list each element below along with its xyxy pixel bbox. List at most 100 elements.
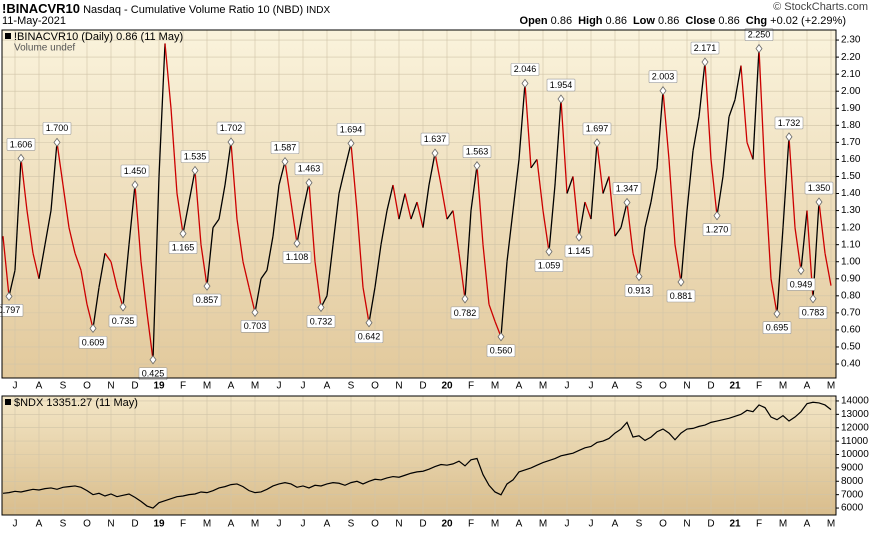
- value-label: 1.450: [124, 166, 147, 176]
- x-tick-label: O: [371, 381, 379, 392]
- point-marker: [497, 332, 505, 342]
- x-tick-label: A: [516, 381, 523, 392]
- point-marker: [281, 156, 289, 167]
- symbol: !BINACVR10: [2, 1, 81, 16]
- quote-label: High: [578, 15, 603, 27]
- point-marker: [545, 246, 553, 257]
- y-tick-label: 0.70: [841, 308, 861, 319]
- line-segment: [788, 136, 796, 228]
- value-label-box: [486, 344, 516, 358]
- title-row: !BINACVR10 Nasdaq - Cumulative Volume Ra…: [2, 1, 330, 16]
- value-label-box: [270, 141, 300, 154]
- value-label: 0.642: [358, 332, 381, 342]
- value-label: 1.697: [586, 124, 609, 134]
- y-tick-label: 0.50: [841, 342, 861, 353]
- line-segment: [728, 99, 736, 118]
- line-segment: [716, 176, 724, 216]
- line: [2, 401, 832, 509]
- point-marker: [785, 132, 793, 142]
- value-label: 2.003: [652, 72, 675, 82]
- value-label-box: [6, 138, 36, 151]
- line-segment: [368, 287, 376, 323]
- line-segment: [698, 61, 706, 117]
- value-label: 1.587: [274, 143, 297, 153]
- value-label-box: [108, 314, 138, 328]
- line-segment: [26, 210, 34, 254]
- line-segment: [140, 261, 148, 313]
- x-tick-label: J: [13, 381, 18, 392]
- x-tick-label: A: [804, 381, 811, 392]
- quote-label: Low: [632, 15, 655, 27]
- value-label-box: [744, 28, 774, 41]
- line-segment: [800, 210, 808, 271]
- line-segment: [710, 159, 718, 216]
- plot-border: [1, 29, 837, 379]
- x-tick-label: M: [827, 381, 835, 392]
- line-segment: [56, 142, 64, 186]
- y-tick-label: 14000: [841, 396, 869, 407]
- value-label: 1.350: [808, 183, 831, 193]
- line-segment: [386, 184, 394, 211]
- value-label: 1.108: [286, 252, 309, 262]
- y-tick-label: 1.30: [841, 205, 861, 216]
- x-tick-label: N: [107, 519, 114, 530]
- line-segment: [686, 150, 694, 211]
- value-label: 1.700: [46, 123, 69, 133]
- point-marker: [251, 307, 259, 318]
- x-tick-label: F: [468, 519, 474, 530]
- point-marker: [623, 197, 631, 208]
- y-tick-label: 1.90: [841, 103, 861, 114]
- line-segment: [776, 227, 784, 314]
- line-segment: [602, 176, 610, 194]
- value-label-box: [354, 330, 384, 344]
- point-marker: [179, 228, 187, 239]
- value-label: 1.145: [568, 246, 591, 256]
- y-tick-label: 1.50: [841, 171, 861, 182]
- x-tick-label: J: [589, 519, 594, 530]
- line-segment: [752, 48, 760, 160]
- value-label-box: [786, 278, 816, 291]
- line-segment: [134, 184, 142, 262]
- point-marker: [815, 197, 823, 207]
- line-segment: [230, 141, 238, 220]
- line-segment: [518, 83, 526, 160]
- x-tick-label: D: [707, 381, 714, 392]
- line-segment: [626, 202, 634, 254]
- x-tick-label: M: [491, 519, 499, 530]
- line-segment: [200, 244, 208, 287]
- line-segment: [536, 159, 544, 211]
- value-label-box: [0, 304, 24, 317]
- point-marker: [17, 153, 25, 164]
- line-segment: [404, 193, 412, 220]
- value-label-box: [666, 289, 696, 303]
- x-tick-label: J: [565, 381, 570, 392]
- value-label: 0.560: [490, 346, 513, 356]
- quote-value: 0.86: [657, 15, 680, 27]
- x-tick-label: J: [301, 381, 306, 392]
- line-segment: [596, 142, 604, 194]
- x-tick-label: M: [203, 519, 211, 530]
- line-segment: [164, 43, 172, 109]
- x-tick-label: M: [203, 381, 211, 392]
- value-label-box: [450, 306, 480, 320]
- line-segment: [290, 201, 298, 244]
- value-label: 0.735: [112, 316, 135, 326]
- quote: Open 0.86 High 0.86 Low 0.86 Close 0.86 Chg +0.02…: [514, 15, 846, 27]
- point-marker: [593, 138, 601, 148]
- value-label: 2.171: [694, 43, 717, 53]
- x-tick-label: M: [539, 381, 547, 392]
- quote-label: Close: [685, 15, 716, 27]
- value-label: 0.857: [196, 295, 219, 305]
- line-segment: [482, 244, 490, 305]
- line-segment: [758, 48, 766, 177]
- line-segment: [242, 261, 250, 288]
- value-label-box: [648, 70, 678, 83]
- header: !BINACVR10 Nasdaq - Cumulative Volume Ra…: [0, 0, 872, 30]
- y-tick-label: 1.70: [841, 137, 861, 148]
- line-segment: [374, 244, 382, 288]
- line-segment: [284, 161, 292, 203]
- line-segment: [590, 142, 598, 220]
- line-segment: [410, 201, 418, 220]
- point-marker: [809, 294, 817, 304]
- x-tick-label: O: [659, 519, 667, 530]
